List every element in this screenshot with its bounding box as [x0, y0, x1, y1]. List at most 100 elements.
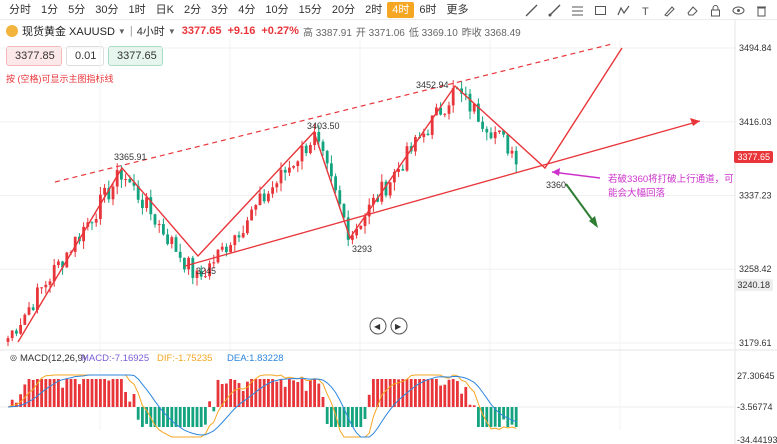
- candle-body: [489, 132, 493, 139]
- candle-body: [481, 121, 484, 129]
- candle-body: [132, 182, 136, 186]
- candle-body: [99, 194, 102, 220]
- macd-histogram-bar: [477, 407, 480, 427]
- pivot-label-2: 3403.50: [307, 121, 340, 131]
- candle-body: [346, 217, 350, 240]
- eraser-tool-icon[interactable]: [681, 0, 704, 20]
- macd-toggle-icon[interactable]: ◎: [10, 353, 17, 362]
- macd-histogram-bar: [86, 379, 90, 407]
- candle-body: [220, 246, 224, 250]
- timeframe-10[interactable]: 15分: [298, 3, 322, 16]
- macd-histogram-bar: [283, 386, 287, 407]
- candle-body: [178, 251, 182, 258]
- candle-body: [464, 93, 468, 95]
- interval-dropdown-caret-icon[interactable]: ▼: [167, 26, 176, 36]
- text-tool-icon[interactable]: T: [635, 0, 658, 20]
- candle-body: [510, 150, 514, 154]
- timeframe-15[interactable]: 更多: [446, 3, 469, 16]
- candle-body: [271, 187, 274, 194]
- symbol-name[interactable]: 现货黄金 XAUUSD: [22, 26, 115, 38]
- macd-histogram-bar: [300, 379, 304, 407]
- timeframe-7[interactable]: 3分: [211, 3, 229, 16]
- timeframe-14[interactable]: 6时: [419, 3, 437, 16]
- candle-body: [317, 131, 321, 142]
- macd-histogram-bar: [10, 399, 14, 407]
- candle-body: [31, 307, 35, 311]
- interval-label[interactable]: 4小时: [136, 26, 165, 38]
- price-axis-label-2: 3337.23: [739, 190, 772, 200]
- candle-body: [296, 161, 300, 167]
- macd-histogram-bar: [157, 407, 161, 427]
- zigzag-tool-icon[interactable]: [612, 0, 635, 20]
- macd-histogram-bar: [187, 407, 190, 427]
- drawing-toolbar: T: [520, 0, 773, 20]
- macd-histogram-bar: [73, 379, 77, 407]
- parallel-channel-tool-icon[interactable]: [566, 0, 589, 20]
- visibility-eye-icon[interactable]: [727, 0, 750, 20]
- quantity-input[interactable]: 0.01: [66, 46, 104, 66]
- candle-body: [493, 132, 497, 139]
- macd-histogram-bar: [48, 379, 52, 407]
- candle-body: [48, 281, 52, 285]
- macd-histogram-bar: [330, 407, 333, 427]
- macd-histogram-bar: [502, 407, 505, 420]
- macd-histogram-bar: [481, 407, 484, 427]
- candle-body: [309, 145, 312, 154]
- candle-body: [422, 133, 426, 138]
- macd-histogram-bar: [195, 407, 199, 427]
- pivot-label-5: 3360: [546, 180, 566, 190]
- sell-price-button[interactable]: 3377.85: [6, 46, 62, 66]
- candle-body: [120, 169, 123, 180]
- wave-zigzag-line: [17, 47, 623, 343]
- timeframe-3[interactable]: 30分: [95, 3, 119, 16]
- macd-value: MACD:-7.16925: [81, 353, 149, 364]
- symbol-dropdown-caret-icon[interactable]: ▼: [117, 26, 126, 36]
- timeframe-2[interactable]: 5分: [68, 3, 86, 16]
- macd-histogram-bar: [313, 379, 316, 407]
- candle-body: [405, 146, 409, 171]
- timeframe-8[interactable]: 4分: [238, 3, 256, 16]
- timeframe-13[interactable]: 4时: [387, 1, 415, 18]
- candle-body: [262, 193, 266, 202]
- candle-body: [229, 245, 232, 253]
- timeframe-11[interactable]: 20分: [331, 3, 356, 16]
- candle-body: [15, 330, 18, 334]
- timeframe-6[interactable]: 2分: [183, 3, 202, 16]
- candle-body: [145, 197, 148, 208]
- timeframe-list: 分时 1分 5分 30分 1时 日K 2分 3分 4分 10分 15分 20分 2时 4时 6时 更多: [4, 0, 473, 20]
- candle-body: [212, 262, 216, 264]
- macd-histogram-bar: [124, 392, 127, 407]
- play-next-button[interactable]: [390, 317, 408, 335]
- delete-trash-icon[interactable]: [750, 0, 773, 20]
- macd-histogram-bar: [510, 407, 514, 425]
- candle-body: [514, 150, 518, 165]
- brush-tool-icon[interactable]: [658, 0, 681, 20]
- macd-histogram-bar: [460, 393, 463, 407]
- candle-body: [233, 235, 237, 246]
- macd-histogram-bar: [241, 390, 245, 407]
- candle-body: [376, 197, 379, 202]
- macd-histogram-bar: [443, 384, 447, 407]
- timeframe-4[interactable]: 1时: [128, 3, 146, 16]
- macd-histogram-bar: [334, 407, 337, 427]
- candle-body: [40, 287, 43, 289]
- ray-tool-icon[interactable]: [543, 0, 566, 20]
- timeframe-1[interactable]: 1分: [41, 3, 59, 16]
- macd-histogram-bar: [292, 380, 295, 407]
- macd-histogram-bar: [514, 407, 518, 427]
- play-prev-button[interactable]: [369, 317, 387, 335]
- candle-body: [199, 270, 203, 277]
- candle-body: [506, 134, 510, 154]
- macd-histogram-bar: [99, 379, 102, 407]
- timeframe-5[interactable]: 日K: [155, 3, 174, 16]
- rectangle-tool-icon[interactable]: [589, 0, 612, 20]
- timeframe-0[interactable]: 分时: [9, 3, 31, 16]
- timeframe-12[interactable]: 2时: [365, 3, 383, 16]
- macd-histogram-bar: [19, 394, 22, 407]
- symbol-info-bar: 现货黄金 XAUUSD ▼ | 4小时 ▼ 3377.65 +9.16 +0.2…: [0, 21, 521, 41]
- trend-line-tool-icon[interactable]: [520, 0, 543, 20]
- buy-price-button[interactable]: 3377.65: [108, 46, 163, 66]
- lock-tool-icon[interactable]: [704, 0, 727, 20]
- timeframe-9[interactable]: 10分: [265, 3, 289, 16]
- macd-histogram-bar: [258, 379, 262, 407]
